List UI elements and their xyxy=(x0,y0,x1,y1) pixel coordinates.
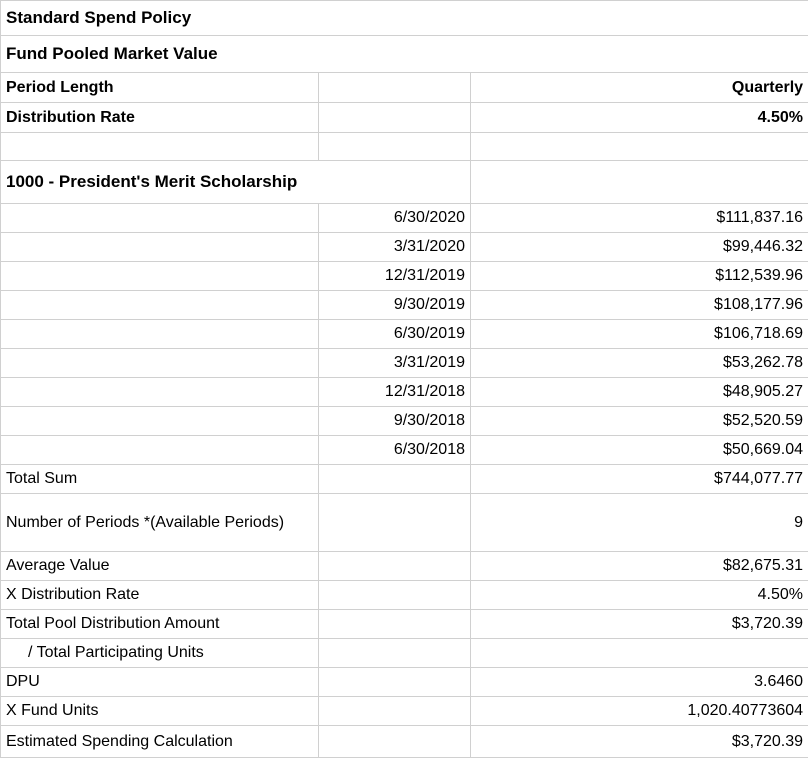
row-x-fund-units: X Fund Units 1,020.40773604 xyxy=(0,696,808,726)
number-of-periods-label-cell[interactable]: Number of Periods *(Available Periods) xyxy=(0,493,319,552)
period-date-cell[interactable]: 6/30/2018 xyxy=(318,435,471,465)
row-x-distribution-rate: X Distribution Rate 4.50% xyxy=(0,580,808,610)
estimated-spending-value-cell[interactable]: $3,720.39 xyxy=(469,725,808,758)
empty-cell[interactable] xyxy=(0,261,319,291)
empty-cell[interactable] xyxy=(318,667,471,697)
market-value-cell[interactable]: $52,520.59 xyxy=(469,406,808,436)
empty-cell[interactable] xyxy=(318,638,471,668)
row-total-participating-units: / Total Participating Units xyxy=(0,638,808,668)
x-fund-units-value-cell[interactable]: 1,020.40773604 xyxy=(469,696,808,726)
row-total-sum: Total Sum $744,077.77 xyxy=(0,464,808,494)
market-value-cell[interactable]: $112,539.96 xyxy=(469,261,808,291)
market-value-row: 12/31/2019 $112,539.96 xyxy=(0,261,808,291)
average-value-label-cell[interactable]: Average Value xyxy=(0,551,319,581)
market-value-row: 3/31/2019 $53,262.78 xyxy=(0,348,808,378)
empty-cell[interactable] xyxy=(318,132,471,161)
dpu-value-cell[interactable]: 3.6460 xyxy=(469,667,808,697)
row-title: Standard Spend Policy xyxy=(0,0,808,36)
period-date-cell[interactable]: 6/30/2020 xyxy=(318,203,471,233)
row-estimated-spending: Estimated Spending Calculation $3,720.39 xyxy=(0,725,808,758)
period-length-value-cell[interactable]: Quarterly xyxy=(469,72,808,103)
empty-cell[interactable] xyxy=(318,696,471,726)
market-value-row: 9/30/2018 $52,520.59 xyxy=(0,406,808,436)
average-value-cell[interactable]: $82,675.31 xyxy=(469,551,808,581)
period-length-label-cell[interactable]: Period Length xyxy=(0,72,319,103)
total-pool-distribution-value-cell[interactable]: $3,720.39 xyxy=(469,609,808,639)
empty-cell[interactable] xyxy=(318,725,471,758)
dpu-label-cell[interactable]: DPU xyxy=(0,667,319,697)
number-of-periods-value-cell[interactable]: 9 xyxy=(469,493,808,552)
empty-cell[interactable] xyxy=(469,160,808,204)
row-average-value: Average Value $82,675.31 xyxy=(0,551,808,581)
policy-subtitle-cell[interactable]: Fund Pooled Market Value xyxy=(0,35,808,73)
empty-cell[interactable] xyxy=(0,348,319,378)
policy-title-cell[interactable]: Standard Spend Policy xyxy=(0,0,808,36)
row-number-of-periods: Number of Periods *(Available Periods) 9 xyxy=(0,493,808,552)
market-value-cell[interactable]: $108,177.96 xyxy=(469,290,808,320)
empty-cell[interactable] xyxy=(0,290,319,320)
empty-cell[interactable] xyxy=(0,203,319,233)
row-subtitle: Fund Pooled Market Value xyxy=(0,35,808,73)
distribution-rate-value-cell[interactable]: 4.50% xyxy=(469,102,808,133)
total-pool-distribution-label-cell[interactable]: Total Pool Distribution Amount xyxy=(0,609,319,639)
market-value-cell[interactable]: $99,446.32 xyxy=(469,232,808,262)
empty-cell[interactable] xyxy=(0,319,319,349)
market-value-row: 6/30/2018 $50,669.04 xyxy=(0,435,808,465)
x-distribution-rate-label-cell[interactable]: X Distribution Rate xyxy=(0,580,319,610)
empty-cell[interactable] xyxy=(0,435,319,465)
total-sum-label-cell[interactable]: Total Sum xyxy=(0,464,319,494)
market-value-row: 6/30/2019 $106,718.69 xyxy=(0,319,808,349)
empty-cell[interactable] xyxy=(0,132,319,161)
x-distribution-rate-value-cell[interactable]: 4.50% xyxy=(469,580,808,610)
market-value-cell[interactable]: $111,837.16 xyxy=(469,203,808,233)
period-date-cell[interactable]: 9/30/2018 xyxy=(318,406,471,436)
empty-cell[interactable] xyxy=(318,580,471,610)
period-date-cell[interactable]: 3/31/2020 xyxy=(318,232,471,262)
row-total-pool-distribution: Total Pool Distribution Amount $3,720.39 xyxy=(0,609,808,639)
row-spacer xyxy=(0,132,808,161)
market-value-row: 3/31/2020 $99,446.32 xyxy=(0,232,808,262)
total-sum-value-cell[interactable]: $744,077.77 xyxy=(469,464,808,494)
empty-cell[interactable] xyxy=(318,72,471,103)
market-value-row: 12/31/2018 $48,905.27 xyxy=(0,377,808,407)
market-value-cell[interactable]: $48,905.27 xyxy=(469,377,808,407)
empty-cell[interactable] xyxy=(318,609,471,639)
row-period-length: Period Length Quarterly xyxy=(0,72,808,103)
distribution-rate-label-cell[interactable]: Distribution Rate xyxy=(0,102,319,133)
empty-cell[interactable] xyxy=(318,551,471,581)
empty-cell[interactable] xyxy=(318,102,471,133)
x-fund-units-label-cell[interactable]: X Fund Units xyxy=(0,696,319,726)
empty-cell[interactable] xyxy=(0,406,319,436)
market-value-cell[interactable]: $106,718.69 xyxy=(469,319,808,349)
estimated-spending-label-cell[interactable]: Estimated Spending Calculation xyxy=(0,725,319,758)
row-distribution-rate: Distribution Rate 4.50% xyxy=(0,102,808,133)
market-value-row: 6/30/2020 $111,837.16 xyxy=(0,203,808,233)
market-value-row: 9/30/2019 $108,177.96 xyxy=(0,290,808,320)
empty-cell[interactable] xyxy=(0,232,319,262)
fund-name-cell[interactable]: 1000 - President's Merit Scholarship xyxy=(0,160,471,204)
empty-cell[interactable] xyxy=(469,132,808,161)
period-date-cell[interactable]: 9/30/2019 xyxy=(318,290,471,320)
empty-cell[interactable] xyxy=(318,464,471,494)
total-participating-units-value-cell[interactable] xyxy=(469,638,808,668)
empty-cell[interactable] xyxy=(318,493,471,552)
market-value-cell[interactable]: $53,262.78 xyxy=(469,348,808,378)
row-fund-name: 1000 - President's Merit Scholarship xyxy=(0,160,808,204)
period-date-cell[interactable]: 3/31/2019 xyxy=(318,348,471,378)
market-value-cell[interactable]: $50,669.04 xyxy=(469,435,808,465)
period-date-cell[interactable]: 12/31/2018 xyxy=(318,377,471,407)
empty-cell[interactable] xyxy=(0,377,319,407)
total-participating-units-label-cell[interactable]: / Total Participating Units xyxy=(0,638,319,668)
period-date-cell[interactable]: 6/30/2019 xyxy=(318,319,471,349)
period-date-cell[interactable]: 12/31/2019 xyxy=(318,261,471,291)
row-dpu: DPU 3.6460 xyxy=(0,667,808,697)
